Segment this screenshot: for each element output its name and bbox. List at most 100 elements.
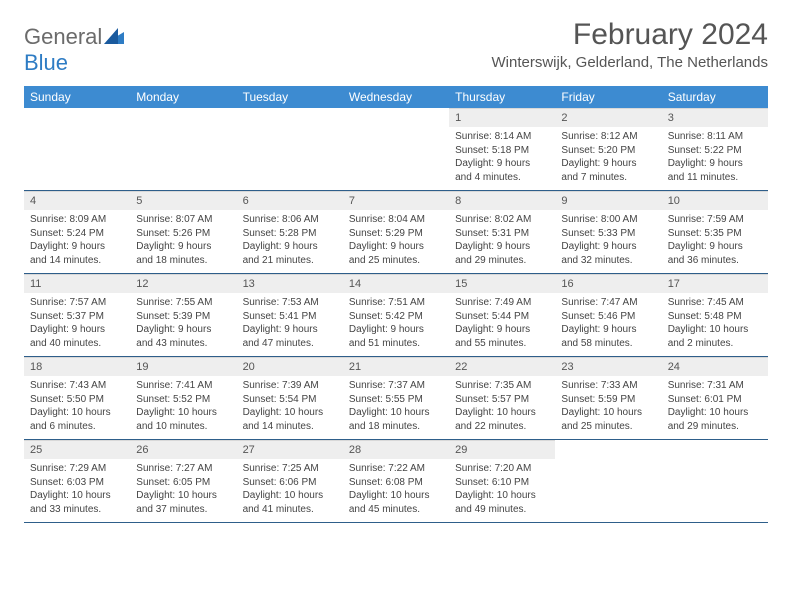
sun-info: Sunrise: 7:53 AMSunset: 5:41 PMDaylight:… [237, 293, 343, 356]
sun-info: Sunrise: 7:39 AMSunset: 5:54 PMDaylight:… [237, 376, 343, 439]
location: Winterswijk, Gelderland, The Netherlands [491, 54, 768, 71]
logo-word-a: General [24, 24, 102, 49]
sun-info: Sunrise: 7:47 AMSunset: 5:46 PMDaylight:… [555, 293, 661, 356]
day-number: 7 [343, 191, 449, 210]
day-cell: 7Sunrise: 8:04 AMSunset: 5:29 PMDaylight… [343, 191, 449, 273]
day-cell: . [237, 108, 343, 190]
day-number: 9 [555, 191, 661, 210]
sun-info: Sunrise: 7:29 AMSunset: 6:03 PMDaylight:… [24, 459, 130, 522]
week-row: 18Sunrise: 7:43 AMSunset: 5:50 PMDayligh… [24, 357, 768, 440]
day-cell: 22Sunrise: 7:35 AMSunset: 5:57 PMDayligh… [449, 357, 555, 439]
day-number: 18 [24, 357, 130, 376]
day-cell: 16Sunrise: 7:47 AMSunset: 5:46 PMDayligh… [555, 274, 661, 356]
day-cell: . [24, 108, 130, 190]
day-cell: 18Sunrise: 7:43 AMSunset: 5:50 PMDayligh… [24, 357, 130, 439]
day-number: 23 [555, 357, 661, 376]
dow-cell: Thursday [449, 86, 555, 108]
day-cell: 20Sunrise: 7:39 AMSunset: 5:54 PMDayligh… [237, 357, 343, 439]
sun-info: Sunrise: 7:41 AMSunset: 5:52 PMDaylight:… [130, 376, 236, 439]
sun-info: Sunrise: 7:55 AMSunset: 5:39 PMDaylight:… [130, 293, 236, 356]
week-row: 11Sunrise: 7:57 AMSunset: 5:37 PMDayligh… [24, 274, 768, 357]
dow-cell: Tuesday [237, 86, 343, 108]
week-row: 25Sunrise: 7:29 AMSunset: 6:03 PMDayligh… [24, 440, 768, 523]
day-number: 6 [237, 191, 343, 210]
day-cell: 28Sunrise: 7:22 AMSunset: 6:08 PMDayligh… [343, 440, 449, 522]
day-cell: 15Sunrise: 7:49 AMSunset: 5:44 PMDayligh… [449, 274, 555, 356]
day-number: 8 [449, 191, 555, 210]
day-cell: 8Sunrise: 8:02 AMSunset: 5:31 PMDaylight… [449, 191, 555, 273]
day-number: 24 [662, 357, 768, 376]
logo: GeneralBlue [24, 24, 124, 76]
day-number: 20 [237, 357, 343, 376]
sun-info: Sunrise: 7:57 AMSunset: 5:37 PMDaylight:… [24, 293, 130, 356]
day-cell: 23Sunrise: 7:33 AMSunset: 5:59 PMDayligh… [555, 357, 661, 439]
day-number: 16 [555, 274, 661, 293]
day-cell: 27Sunrise: 7:25 AMSunset: 6:06 PMDayligh… [237, 440, 343, 522]
day-cell: 25Sunrise: 7:29 AMSunset: 6:03 PMDayligh… [24, 440, 130, 522]
sun-info: Sunrise: 8:02 AMSunset: 5:31 PMDaylight:… [449, 210, 555, 273]
day-cell: 24Sunrise: 7:31 AMSunset: 6:01 PMDayligh… [662, 357, 768, 439]
sun-info: Sunrise: 8:04 AMSunset: 5:29 PMDaylight:… [343, 210, 449, 273]
day-cell: 4Sunrise: 8:09 AMSunset: 5:24 PMDaylight… [24, 191, 130, 273]
day-number: 4 [24, 191, 130, 210]
day-cell: 13Sunrise: 7:53 AMSunset: 5:41 PMDayligh… [237, 274, 343, 356]
day-number: 27 [237, 440, 343, 459]
day-number: 1 [449, 108, 555, 127]
sun-info: Sunrise: 7:22 AMSunset: 6:08 PMDaylight:… [343, 459, 449, 522]
calendar-body: .... 1Sunrise: 8:14 AMSunset: 5:18 PMDayl… [24, 108, 768, 523]
day-cell: 29Sunrise: 7:20 AMSunset: 6:10 PMDayligh… [449, 440, 555, 522]
sun-info: Sunrise: 7:45 AMSunset: 5:48 PMDaylight:… [662, 293, 768, 356]
day-number: 13 [237, 274, 343, 293]
sun-info: Sunrise: 8:06 AMSunset: 5:28 PMDaylight:… [237, 210, 343, 273]
header: GeneralBlue February 2024 Winterswijk, G… [24, 18, 768, 76]
dow-cell: Saturday [662, 86, 768, 108]
sun-info: Sunrise: 8:09 AMSunset: 5:24 PMDaylight:… [24, 210, 130, 273]
day-number: 17 [662, 274, 768, 293]
title-block: February 2024 Winterswijk, Gelderland, T… [491, 18, 768, 71]
sun-info: Sunrise: 8:07 AMSunset: 5:26 PMDaylight:… [130, 210, 236, 273]
day-cell: . [662, 440, 768, 522]
day-cell: 1Sunrise: 8:14 AMSunset: 5:18 PMDaylight… [449, 108, 555, 190]
day-cell: 19Sunrise: 7:41 AMSunset: 5:52 PMDayligh… [130, 357, 236, 439]
day-cell: 12Sunrise: 7:55 AMSunset: 5:39 PMDayligh… [130, 274, 236, 356]
day-cell: . [130, 108, 236, 190]
sun-info: Sunrise: 7:31 AMSunset: 6:01 PMDaylight:… [662, 376, 768, 439]
day-cell: 6Sunrise: 8:06 AMSunset: 5:28 PMDaylight… [237, 191, 343, 273]
day-number: 15 [449, 274, 555, 293]
sun-info: Sunrise: 8:14 AMSunset: 5:18 PMDaylight:… [449, 127, 555, 190]
logo-mark-icon [104, 24, 124, 49]
day-cell: 3Sunrise: 8:11 AMSunset: 5:22 PMDaylight… [662, 108, 768, 190]
logo-text: GeneralBlue [24, 24, 124, 76]
week-row: 4Sunrise: 8:09 AMSunset: 5:24 PMDaylight… [24, 191, 768, 274]
sun-info: Sunrise: 7:35 AMSunset: 5:57 PMDaylight:… [449, 376, 555, 439]
day-number: 2 [555, 108, 661, 127]
day-cell: 9Sunrise: 8:00 AMSunset: 5:33 PMDaylight… [555, 191, 661, 273]
sun-info: Sunrise: 8:11 AMSunset: 5:22 PMDaylight:… [662, 127, 768, 190]
day-cell: 10Sunrise: 7:59 AMSunset: 5:35 PMDayligh… [662, 191, 768, 273]
sun-info: Sunrise: 7:49 AMSunset: 5:44 PMDaylight:… [449, 293, 555, 356]
sun-info: Sunrise: 7:51 AMSunset: 5:42 PMDaylight:… [343, 293, 449, 356]
day-cell: 2Sunrise: 8:12 AMSunset: 5:20 PMDaylight… [555, 108, 661, 190]
sun-info: Sunrise: 8:12 AMSunset: 5:20 PMDaylight:… [555, 127, 661, 190]
day-cell: 21Sunrise: 7:37 AMSunset: 5:55 PMDayligh… [343, 357, 449, 439]
day-number: 29 [449, 440, 555, 459]
sun-info: Sunrise: 8:00 AMSunset: 5:33 PMDaylight:… [555, 210, 661, 273]
dow-cell: Monday [130, 86, 236, 108]
calendar: SundayMondayTuesdayWednesdayThursdayFrid… [24, 86, 768, 523]
month-title: February 2024 [491, 18, 768, 52]
dow-cell: Friday [555, 86, 661, 108]
day-number: 22 [449, 357, 555, 376]
day-cell: . [555, 440, 661, 522]
sun-info: Sunrise: 7:20 AMSunset: 6:10 PMDaylight:… [449, 459, 555, 522]
day-cell: 26Sunrise: 7:27 AMSunset: 6:05 PMDayligh… [130, 440, 236, 522]
sun-info: Sunrise: 7:25 AMSunset: 6:06 PMDaylight:… [237, 459, 343, 522]
day-number: 5 [130, 191, 236, 210]
day-number: 21 [343, 357, 449, 376]
day-number: 28 [343, 440, 449, 459]
dow-cell: Wednesday [343, 86, 449, 108]
sun-info: Sunrise: 7:33 AMSunset: 5:59 PMDaylight:… [555, 376, 661, 439]
day-cell: 5Sunrise: 8:07 AMSunset: 5:26 PMDaylight… [130, 191, 236, 273]
day-number: 10 [662, 191, 768, 210]
sun-info: Sunrise: 7:59 AMSunset: 5:35 PMDaylight:… [662, 210, 768, 273]
day-number: 14 [343, 274, 449, 293]
